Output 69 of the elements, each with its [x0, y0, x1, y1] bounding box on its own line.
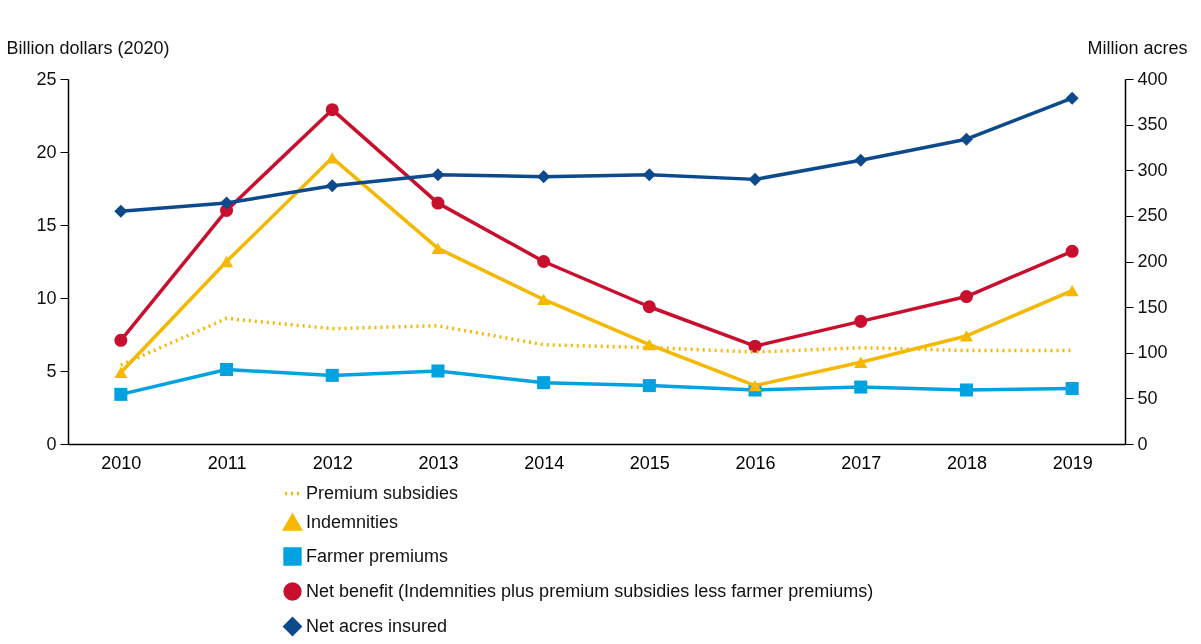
- x-tick-label: 2013: [418, 452, 459, 473]
- y2-tick-label: 250: [1137, 205, 1168, 226]
- point: [959, 290, 973, 304]
- x-tick-label: 2014: [524, 452, 565, 473]
- point: [325, 152, 339, 164]
- x-tick-label: 2012: [312, 452, 353, 473]
- point: [537, 170, 551, 184]
- y-tick-label: 15: [36, 214, 57, 235]
- x-tick-label: 2019: [1052, 452, 1093, 473]
- y2-tick-label: 300: [1137, 159, 1168, 180]
- point: [220, 363, 234, 377]
- y2-tick-label: 50: [1137, 387, 1158, 408]
- point: [537, 376, 551, 390]
- y-tick-label: 10: [36, 287, 57, 308]
- point: [325, 103, 339, 117]
- point: [114, 204, 128, 218]
- point: [431, 168, 445, 182]
- point: [325, 179, 339, 193]
- y2-tick-label: 100: [1137, 342, 1168, 363]
- y-tick-label: 20: [36, 141, 57, 162]
- legend-label: Premium subsidies: [306, 482, 459, 503]
- point: [1065, 285, 1079, 297]
- point: [959, 132, 973, 146]
- point: [959, 330, 973, 342]
- y-tick-label: 0: [46, 433, 57, 454]
- y2-tick-label: 400: [1137, 68, 1168, 89]
- point: [1065, 382, 1079, 396]
- y-tick-label: 5: [46, 360, 57, 381]
- point: [854, 380, 868, 394]
- point: [431, 196, 445, 210]
- point: [748, 172, 762, 186]
- legend-label: Net benefit (Indemnities plus premium subsidies less farmer premiums): [306, 580, 874, 601]
- point: [537, 254, 551, 269]
- point: [854, 356, 868, 368]
- y2-tick-label: 350: [1137, 114, 1168, 135]
- point: [748, 379, 762, 392]
- point: [642, 168, 656, 182]
- point: [1065, 91, 1079, 105]
- y2-tick-label: 0: [1137, 433, 1148, 454]
- point: [642, 300, 656, 314]
- point: [959, 383, 973, 397]
- point: [114, 387, 128, 401]
- y-tick-label: 25: [36, 68, 57, 89]
- point: [325, 368, 339, 382]
- point: [114, 333, 128, 347]
- point: [854, 153, 868, 167]
- x-tick-label: 2015: [629, 452, 670, 473]
- x-tick-label: 2018: [946, 452, 987, 473]
- y2-axis-title: Million acres: [1087, 37, 1188, 58]
- y2-tick-label: 200: [1137, 251, 1168, 271]
- point: [537, 293, 551, 306]
- y-axis-title: Billion dollars (2020): [6, 37, 170, 58]
- legend-label: Farmer premiums: [306, 545, 449, 566]
- point: [114, 366, 128, 379]
- point: [748, 339, 762, 353]
- point: [431, 364, 445, 378]
- x-tick-label: 2010: [101, 452, 142, 473]
- point: [220, 255, 234, 268]
- point: [1065, 244, 1079, 258]
- legend-label: Indemnities: [306, 511, 399, 532]
- point: [220, 196, 234, 210]
- x-tick-label: 2016: [735, 452, 776, 473]
- x-tick-label: 2011: [207, 452, 247, 473]
- x-tick-label: 2017: [841, 452, 882, 473]
- point: [431, 242, 445, 255]
- y2-tick-label: 150: [1137, 296, 1168, 317]
- point: [642, 379, 656, 393]
- legend-label: Net acres insured: [306, 615, 448, 636]
- point: [854, 314, 868, 328]
